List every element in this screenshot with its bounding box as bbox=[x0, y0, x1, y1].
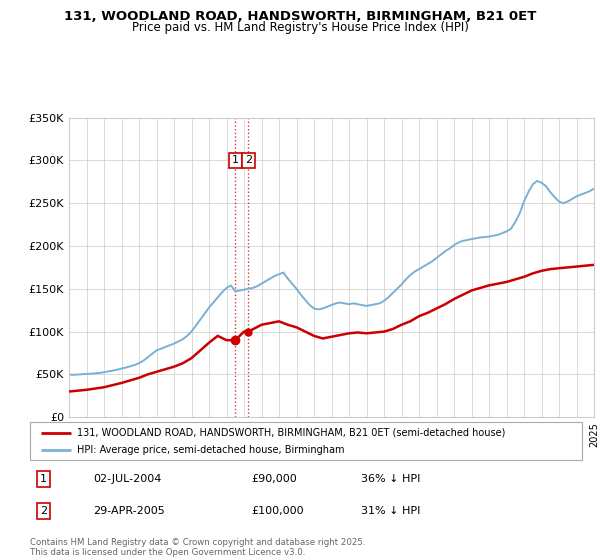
Text: 2: 2 bbox=[40, 506, 47, 516]
Text: 29-APR-2005: 29-APR-2005 bbox=[94, 506, 165, 516]
FancyBboxPatch shape bbox=[30, 422, 582, 460]
Text: Contains HM Land Registry data © Crown copyright and database right 2025.
This d: Contains HM Land Registry data © Crown c… bbox=[30, 538, 365, 557]
Text: 02-JUL-2004: 02-JUL-2004 bbox=[94, 474, 162, 484]
Text: 31% ↓ HPI: 31% ↓ HPI bbox=[361, 506, 421, 516]
Text: 36% ↓ HPI: 36% ↓ HPI bbox=[361, 474, 421, 484]
Text: 1: 1 bbox=[232, 155, 239, 165]
Text: 131, WOODLAND ROAD, HANDSWORTH, BIRMINGHAM, B21 0ET (semi-detached house): 131, WOODLAND ROAD, HANDSWORTH, BIRMINGH… bbox=[77, 427, 505, 437]
Text: Price paid vs. HM Land Registry's House Price Index (HPI): Price paid vs. HM Land Registry's House … bbox=[131, 21, 469, 34]
Text: £100,000: £100,000 bbox=[251, 506, 304, 516]
Text: 131, WOODLAND ROAD, HANDSWORTH, BIRMINGHAM, B21 0ET: 131, WOODLAND ROAD, HANDSWORTH, BIRMINGH… bbox=[64, 10, 536, 23]
Text: 2: 2 bbox=[245, 155, 252, 165]
Text: £90,000: £90,000 bbox=[251, 474, 296, 484]
Text: HPI: Average price, semi-detached house, Birmingham: HPI: Average price, semi-detached house,… bbox=[77, 445, 344, 455]
Text: 1: 1 bbox=[40, 474, 47, 484]
